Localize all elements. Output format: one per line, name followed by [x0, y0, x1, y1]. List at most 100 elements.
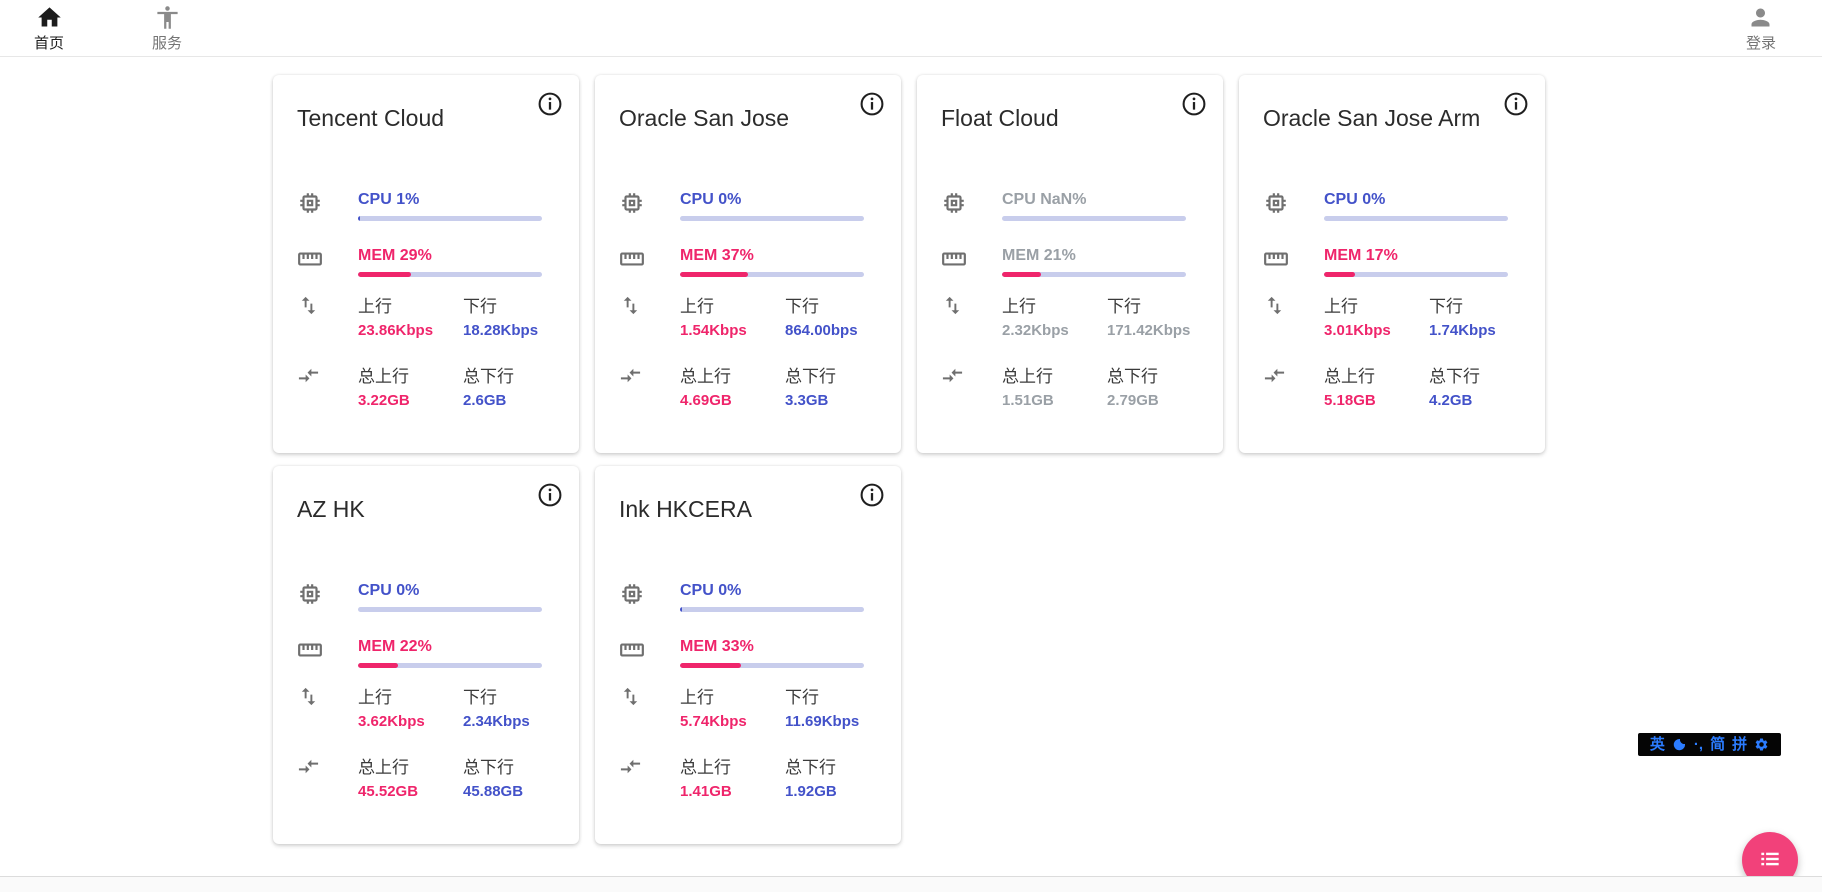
upload-speed-value: 3.01Kbps	[1324, 322, 1391, 339]
swap-vert-icon	[619, 296, 680, 340]
compare-arrows-icon	[619, 366, 680, 410]
mem-usage-label: MEM 33%	[680, 638, 754, 655]
server-name: Oracle San Jose Arm	[1263, 105, 1481, 131]
account-icon	[1747, 3, 1774, 31]
total-upload-label: 总上行	[358, 758, 409, 777]
cpu-progress-bar	[680, 216, 864, 221]
total-download-label: 总下行	[463, 367, 514, 386]
ime-simplified-mode[interactable]: 简	[1710, 736, 1726, 753]
server-card: Tencent Cloud CPU 1%	[273, 75, 579, 453]
total-download-value: 4.2GB	[1429, 392, 1473, 409]
swap-vert-icon	[941, 296, 1002, 340]
total-upload-value: 4.69GB	[680, 392, 732, 409]
upload-speed-value: 23.86Kbps	[358, 322, 434, 339]
mem-row: MEM 37%	[619, 246, 864, 277]
total-download-label: 总下行	[1107, 367, 1158, 386]
cpu-chip-icon	[297, 581, 358, 612]
mem-usage-label: MEM 17%	[1324, 247, 1398, 264]
download-speed-value: 171.42Kbps	[1107, 322, 1191, 339]
download-label: 下行	[785, 688, 819, 707]
server-card-grid: Tencent Cloud CPU 1%	[273, 75, 1565, 844]
mem-progress-fill	[680, 272, 749, 277]
mem-ruler-icon	[1263, 246, 1324, 277]
mem-progress-fill	[358, 663, 399, 668]
cpu-usage-label: CPU 0%	[680, 191, 742, 208]
total-upload-value: 1.51GB	[1002, 392, 1054, 409]
ime-punctuation-mode[interactable]: ·,	[1693, 736, 1704, 753]
total-upload-label: 总上行	[1002, 367, 1053, 386]
upload-label: 上行	[680, 297, 714, 316]
cpu-chip-icon	[941, 190, 1002, 221]
total-upload-value: 45.52GB	[358, 783, 419, 800]
compare-arrows-icon	[619, 757, 680, 801]
total-download-label: 总下行	[785, 758, 836, 777]
card-header: Tencent Cloud	[273, 75, 579, 132]
nav-login-label: 登录	[1745, 35, 1776, 52]
info-icon[interactable]	[1503, 91, 1529, 117]
compare-arrows-icon	[1263, 366, 1324, 410]
swap-vert-icon	[297, 296, 358, 340]
cpu-usage-label: CPU 0%	[1324, 191, 1386, 208]
total-traffic-row: 总上行 1.41GB 总下行 1.92GB	[619, 757, 864, 801]
cpu-row: CPU 0%	[619, 581, 864, 612]
upload-label: 上行	[358, 688, 392, 707]
cpu-usage-label: CPU 0%	[680, 582, 742, 599]
total-traffic-row: 总上行 3.22GB 总下行 2.6GB	[297, 366, 542, 410]
download-label: 下行	[463, 688, 497, 707]
mem-usage-label: MEM 37%	[680, 247, 754, 264]
bulleted-list-icon	[1757, 846, 1783, 875]
mem-progress-bar	[1324, 272, 1508, 277]
gear-icon[interactable]	[1754, 737, 1769, 752]
download-speed-value: 11.69Kbps	[785, 713, 860, 730]
server-card: AZ HK CPU 0% MEM 22%	[273, 466, 579, 844]
mem-progress-fill	[358, 272, 412, 277]
info-icon[interactable]	[537, 91, 563, 117]
info-icon[interactable]	[537, 482, 563, 508]
upload-speed-value: 2.32Kbps	[1002, 322, 1069, 339]
compare-arrows-icon	[297, 366, 358, 410]
upload-speed-value: 3.62Kbps	[358, 713, 425, 730]
total-traffic-row: 总上行 1.51GB 总下行 2.79GB	[941, 366, 1186, 410]
total-download-label: 总下行	[1429, 367, 1480, 386]
speed-row: 上行 3.62Kbps 下行 2.34Kbps	[297, 687, 542, 731]
cpu-progress-bar	[680, 607, 864, 612]
total-upload-value: 5.18GB	[1324, 392, 1376, 409]
server-name: Float Cloud	[941, 105, 1059, 131]
card-header: Oracle San Jose Arm	[1239, 75, 1545, 132]
info-icon[interactable]	[1181, 91, 1207, 117]
mem-ruler-icon	[619, 246, 680, 277]
mem-usage-label: MEM 21%	[1002, 247, 1076, 264]
server-name: Tencent Cloud	[297, 105, 445, 131]
nav-item-services[interactable]: 服务	[152, 3, 182, 53]
cpu-row: CPU NaN%	[941, 190, 1186, 221]
server-card: Ink HKCERA CPU 0% MEM	[595, 466, 901, 844]
cpu-chip-icon	[1263, 190, 1324, 221]
cpu-usage-label: CPU NaN%	[1002, 191, 1087, 208]
mem-ruler-icon	[297, 246, 358, 277]
download-label: 下行	[785, 297, 819, 316]
card-header: AZ HK	[273, 466, 579, 523]
cpu-chip-icon	[619, 581, 680, 612]
moon-icon[interactable]	[1672, 737, 1687, 752]
cpu-chip-icon	[297, 190, 358, 221]
total-traffic-row: 总上行 4.69GB 总下行 3.3GB	[619, 366, 864, 410]
info-icon[interactable]	[859, 482, 885, 508]
cpu-usage-label: CPU 1%	[358, 191, 420, 208]
cpu-progress-bar	[358, 607, 542, 612]
info-icon[interactable]	[859, 91, 885, 117]
mem-progress-bar	[358, 663, 542, 668]
compare-arrows-icon	[297, 757, 358, 801]
ime-english-mode[interactable]: 英	[1649, 736, 1665, 753]
card-header: Ink HKCERA	[595, 466, 901, 523]
ime-pinyin-mode[interactable]: 拼	[1732, 736, 1748, 753]
mem-row: MEM 22%	[297, 637, 542, 668]
mem-progress-bar	[1002, 272, 1186, 277]
nav-item-home[interactable]: 首页	[34, 3, 64, 53]
download-speed-value: 2.34Kbps	[463, 713, 530, 730]
total-traffic-row: 总上行 5.18GB 总下行 4.2GB	[1263, 366, 1508, 410]
cpu-row: CPU 0%	[297, 581, 542, 612]
nav-item-login[interactable]: 登录	[1746, 3, 1776, 53]
download-speed-value: 18.28Kbps	[463, 322, 539, 339]
server-card: Oracle San Jose CPU 0%	[595, 75, 901, 453]
mem-ruler-icon	[297, 637, 358, 668]
